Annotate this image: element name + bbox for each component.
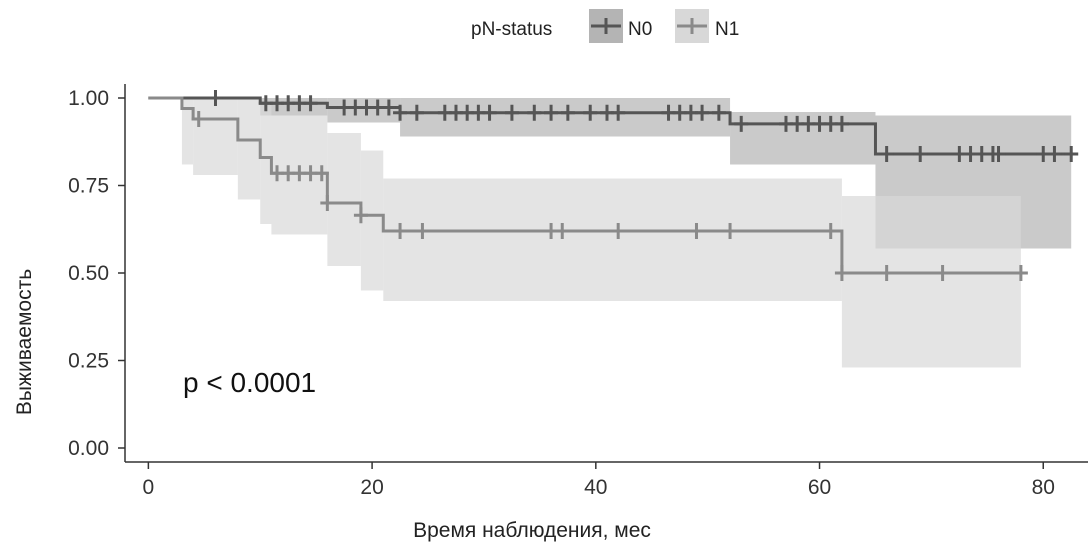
censor-mark-n0 [711,104,726,121]
x-tick-label: 40 [584,476,607,499]
censor-mark-n1 [689,223,704,239]
p-value-annotation: p < 0.0001 [183,367,316,398]
legend-label-n1: N1 [715,19,739,40]
censor-mark-n0 [544,104,559,121]
y-axis-title: Выживаемость [13,269,36,415]
censor-mark-n0 [208,90,223,106]
y-axis: 0.00 0.25 0.50 0.75 1.00 [68,84,126,462]
censor-mark-n1 [314,165,329,182]
censor-mark-n0 [504,104,519,121]
x-tick-label: 0 [143,476,155,499]
y-tick-label: 0.50 [68,262,109,285]
censor-mark-n0 [611,104,626,121]
x-tick-label: 80 [1032,476,1055,499]
y-ticks: 0.00 0.25 0.50 0.75 1.00 [68,87,125,460]
legend-key-n0 [589,9,623,43]
y-tick-label: 0.75 [68,175,109,198]
censor-mark-n0 [1064,146,1079,162]
censor-mark-n0 [527,104,542,121]
censor-mark-n0 [695,104,710,121]
censor-mark-n0 [879,146,894,162]
censor-mark-n0 [409,104,424,121]
censor-mark-n0 [583,104,598,121]
censor-mark-n0 [913,146,928,162]
legend-label-n0: N0 [628,19,652,40]
censor-mark-n1 [723,223,738,239]
censor-mark-n1 [879,265,894,281]
censor-mark-n0 [1047,146,1062,162]
censor-mark-n0 [393,104,408,121]
censor-mark-n1 [611,223,626,239]
ci-band-n1 [193,98,238,175]
y-tick-label: 1.00 [68,87,109,110]
censor-mark-n0 [303,95,318,112]
censor-mark-n1 [393,223,408,239]
ci-band-n1 [841,196,1021,368]
censor-mark-n0 [560,104,575,121]
censor-mark-n0 [734,115,749,132]
ci-band-n1 [327,133,361,266]
x-axis-title: Время наблюдения, мес [413,519,651,542]
censor-mark-n0 [381,99,396,116]
y-tick-label: 0.25 [68,350,109,373]
plot-area [148,90,1079,368]
censor-mark-n1 [353,207,368,224]
censor-mark-n0 [834,115,849,132]
ci-band-n1 [237,98,261,200]
legend: pN-status N0 N1 [471,9,739,43]
legend-title: pN-status [471,19,552,40]
censor-mark-n1 [555,223,570,239]
ci-band-n0 [730,112,876,165]
survival-curve-n1 [148,96,1021,275]
ci-band-n1 [360,150,384,291]
censor-mark-n1 [415,223,430,239]
censor-mark-n0 [482,104,497,121]
censor-mark-n1 [1013,265,1028,281]
ci-bands [181,98,1072,368]
censor-mark-n1 [935,265,950,281]
censor-marks [191,90,1079,281]
ci-band-n1 [181,98,194,165]
x-axis: 0 20 40 60 80 [125,461,1088,499]
ci-band-n1 [260,105,272,224]
x-tick-label: 60 [808,476,831,499]
censor-mark-n1 [320,195,335,211]
x-ticks: 0 20 40 60 80 [143,462,1055,499]
censor-mark-n1 [834,265,849,281]
legend-key-n1 [675,9,709,43]
y-tick-label: 0.00 [68,437,109,460]
censor-mark-n0 [991,146,1006,162]
x-tick-label: 20 [360,476,383,499]
censor-mark-n1 [191,111,206,127]
censor-mark-n1 [823,223,838,239]
ci-band-n1 [383,178,842,301]
